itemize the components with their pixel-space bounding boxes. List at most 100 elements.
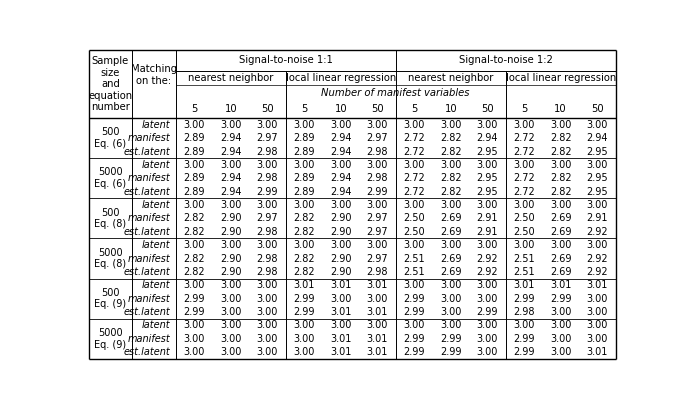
Text: 2.82: 2.82: [183, 213, 205, 224]
Text: 3.00: 3.00: [440, 120, 462, 130]
Text: 2.82: 2.82: [293, 227, 315, 237]
Text: 3.00: 3.00: [257, 120, 278, 130]
Text: 2.82: 2.82: [550, 133, 572, 143]
Text: 2.89: 2.89: [183, 173, 205, 183]
Text: 3.01: 3.01: [587, 280, 608, 290]
Text: 3.00: 3.00: [587, 320, 608, 330]
Text: 3.00: 3.00: [440, 160, 462, 170]
Text: 2.51: 2.51: [403, 267, 425, 277]
Text: 2.98: 2.98: [367, 147, 388, 156]
Text: 3.00: 3.00: [220, 240, 242, 250]
Text: 2.69: 2.69: [440, 267, 462, 277]
Text: 2.82: 2.82: [440, 173, 462, 183]
Text: 2.92: 2.92: [587, 254, 608, 264]
Text: 3.00: 3.00: [183, 120, 205, 130]
Text: est.latent: est.latent: [124, 147, 170, 156]
Text: 2.99: 2.99: [440, 347, 462, 357]
Text: 2.99: 2.99: [367, 187, 388, 197]
Text: 3.00: 3.00: [550, 347, 572, 357]
Text: 3.00: 3.00: [587, 307, 608, 317]
Text: est.latent: est.latent: [124, 267, 170, 277]
Text: latent: latent: [142, 240, 170, 250]
Text: 2.89: 2.89: [293, 173, 315, 183]
Text: 2.92: 2.92: [477, 254, 498, 264]
Text: latent: latent: [142, 320, 170, 330]
Text: 2.97: 2.97: [257, 133, 278, 143]
Text: 2.82: 2.82: [550, 187, 572, 197]
Text: 3.00: 3.00: [330, 160, 352, 170]
Text: 3.00: 3.00: [367, 320, 388, 330]
Text: 3.00: 3.00: [440, 200, 462, 210]
Text: 3.00: 3.00: [403, 120, 425, 130]
Text: Matching
on the:: Matching on the:: [131, 64, 177, 86]
Text: 2.90: 2.90: [330, 254, 352, 264]
Text: 2.82: 2.82: [183, 254, 205, 264]
Text: 2.98: 2.98: [257, 147, 278, 156]
Text: Sample
size
and
equation
number: Sample size and equation number: [89, 56, 133, 112]
Text: 3.00: 3.00: [220, 200, 242, 210]
Text: 3.01: 3.01: [330, 347, 352, 357]
Text: 2.92: 2.92: [477, 267, 498, 277]
Text: 3.00: 3.00: [587, 240, 608, 250]
Text: 2.82: 2.82: [550, 147, 572, 156]
Text: 3.00: 3.00: [257, 200, 278, 210]
Text: 2.69: 2.69: [550, 267, 572, 277]
Text: 2.72: 2.72: [403, 147, 425, 156]
Text: 2.82: 2.82: [293, 254, 315, 264]
Text: 3.00: 3.00: [257, 320, 278, 330]
Text: 2.98: 2.98: [367, 173, 388, 183]
Text: 3.00: 3.00: [477, 200, 498, 210]
Text: 2.91: 2.91: [477, 227, 498, 237]
Text: 2.72: 2.72: [513, 147, 535, 156]
Text: 3.00: 3.00: [330, 240, 352, 250]
Text: 2.99: 2.99: [293, 294, 315, 304]
Text: 3.00: 3.00: [220, 120, 242, 130]
Text: 3.00: 3.00: [183, 280, 205, 290]
Text: 3.00: 3.00: [513, 120, 534, 130]
Text: Number of manifest variables: Number of manifest variables: [322, 88, 470, 98]
Text: 2.89: 2.89: [183, 187, 205, 197]
Text: 3.00: 3.00: [330, 320, 352, 330]
Text: 2.97: 2.97: [367, 227, 388, 237]
Text: 2.51: 2.51: [513, 254, 534, 264]
Text: 2.98: 2.98: [367, 267, 388, 277]
Text: 2.51: 2.51: [513, 267, 534, 277]
Text: 2.92: 2.92: [587, 227, 608, 237]
Text: 2.89: 2.89: [293, 133, 315, 143]
Text: 3.00: 3.00: [367, 200, 388, 210]
Text: 3.00: 3.00: [257, 240, 278, 250]
Text: 2.99: 2.99: [513, 334, 534, 344]
Text: 3.00: 3.00: [587, 334, 608, 344]
Text: 3.00: 3.00: [293, 334, 315, 344]
Text: 3.01: 3.01: [367, 307, 388, 317]
Text: Signal-to-noise 1:1: Signal-to-noise 1:1: [239, 55, 333, 65]
Text: 5: 5: [411, 104, 417, 114]
Text: 2.72: 2.72: [403, 173, 425, 183]
Text: 2.97: 2.97: [257, 213, 278, 224]
Text: latent: latent: [142, 280, 170, 290]
Text: 3.00: 3.00: [477, 294, 498, 304]
Text: 2.94: 2.94: [220, 173, 242, 183]
Text: 2.82: 2.82: [440, 133, 462, 143]
Text: 3.00: 3.00: [477, 320, 498, 330]
Text: nearest neighbor: nearest neighbor: [188, 73, 273, 83]
Text: 3.00: 3.00: [183, 240, 205, 250]
Text: 3.00: 3.00: [403, 320, 425, 330]
Text: 3.00: 3.00: [293, 320, 315, 330]
Text: 2.72: 2.72: [403, 187, 425, 197]
Text: 3.00: 3.00: [513, 320, 534, 330]
Text: 3.00: 3.00: [220, 320, 242, 330]
Text: 2.94: 2.94: [330, 173, 352, 183]
Text: 3.01: 3.01: [330, 334, 352, 344]
Text: 2.95: 2.95: [477, 147, 498, 156]
Text: 2.95: 2.95: [477, 173, 498, 183]
Text: 2.95: 2.95: [587, 147, 608, 156]
Text: 2.94: 2.94: [330, 147, 352, 156]
Text: 2.94: 2.94: [220, 187, 242, 197]
Text: est.latent: est.latent: [124, 307, 170, 317]
Text: 3.00: 3.00: [367, 240, 388, 250]
Text: manifest: manifest: [128, 133, 170, 143]
Text: 2.50: 2.50: [513, 227, 534, 237]
Text: 3.01: 3.01: [367, 334, 388, 344]
Text: 2.69: 2.69: [550, 254, 572, 264]
